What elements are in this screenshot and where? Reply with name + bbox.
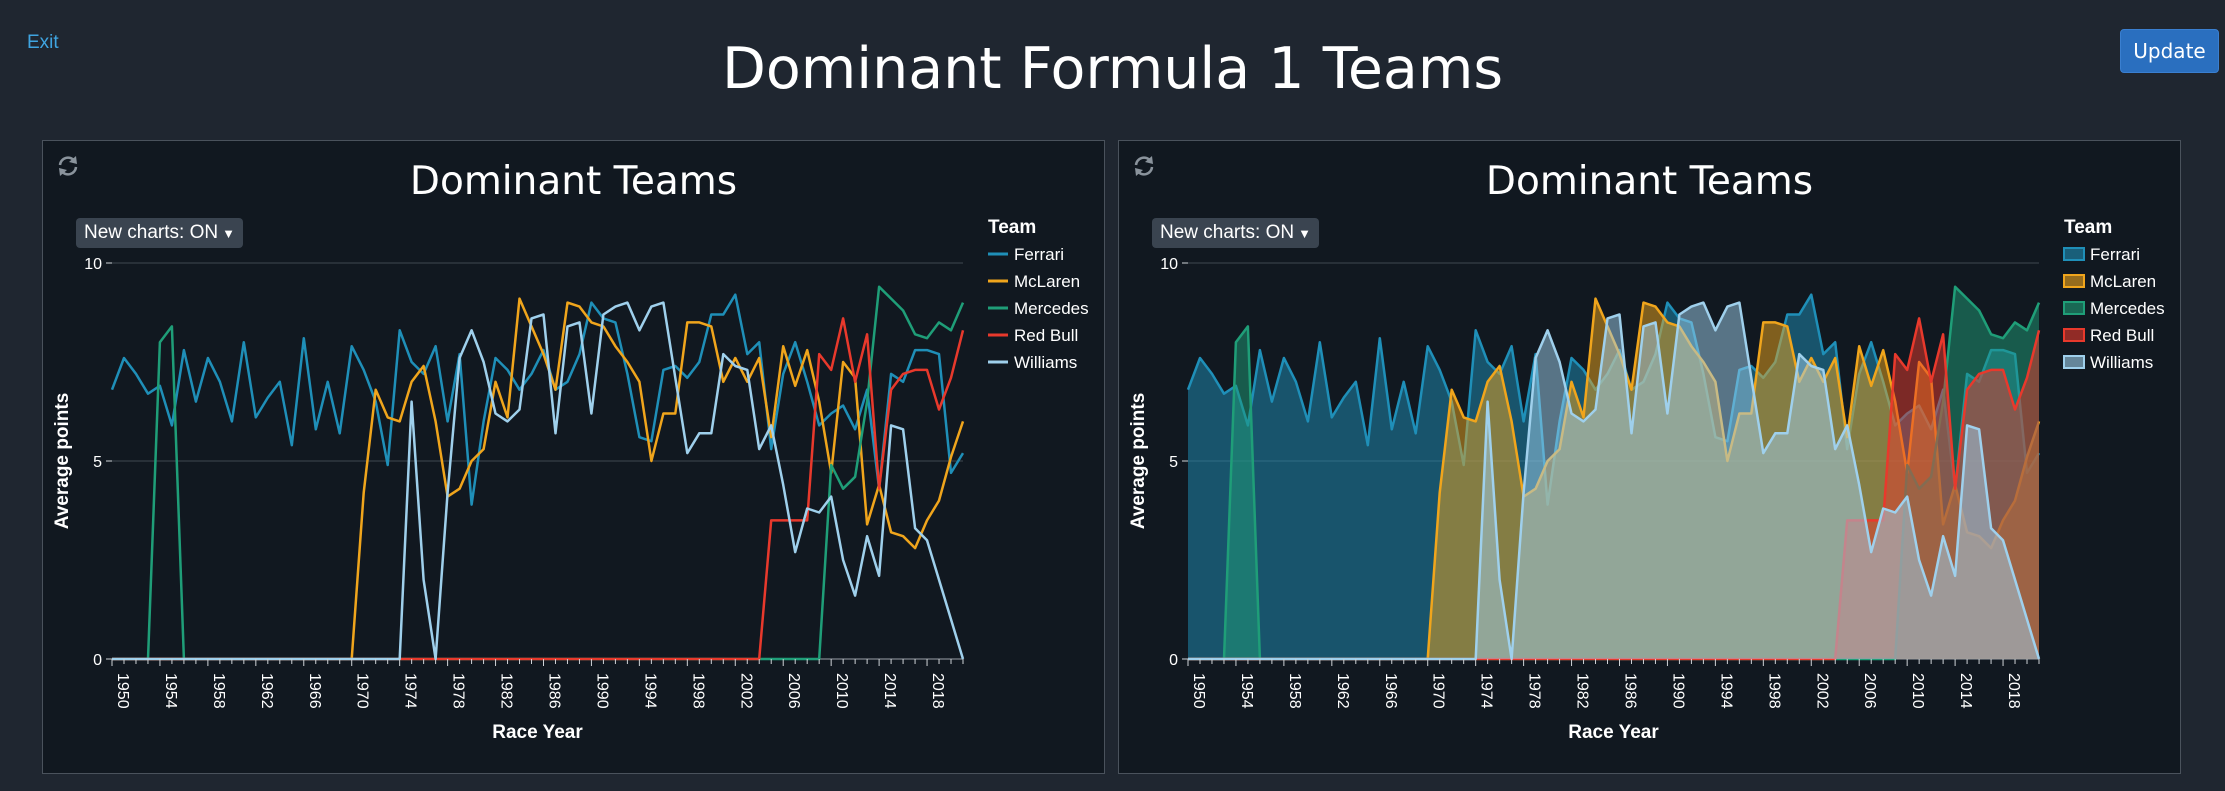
x-tick-label: 1986 [1621, 673, 1638, 709]
legend-swatch [2063, 247, 2085, 261]
line-chart: 0 5 10 1950 1954 1958 1962 1966 1970 1974 1978 1982… [52, 217, 1089, 743]
x-tick-label: 1994 [641, 673, 658, 709]
x-tick-label: 2018 [2005, 673, 2022, 709]
x-tick-label: 1994 [1717, 673, 1734, 709]
chevron-down-icon: ▼ [1298, 226, 1311, 241]
x-tick-label: 1986 [545, 673, 562, 709]
legend-title: Team [988, 217, 1036, 238]
y-axis-title: Average points [52, 393, 73, 530]
legend-title: Team [2064, 217, 2112, 238]
x-tick-label: 2014 [881, 673, 898, 709]
x-tick-label: 1962 [258, 673, 275, 709]
exit-link[interactable]: Exit [27, 32, 59, 53]
y-tick-label: 10 [1160, 256, 1178, 273]
x-tick-label: 2002 [1813, 673, 1830, 709]
legend-item[interactable]: Red Bull [1014, 326, 1078, 345]
legend-item[interactable]: Mercedes [2090, 299, 2165, 318]
x-tick-label: 1974 [402, 673, 419, 709]
legend-item[interactable]: McLaren [2090, 272, 2156, 291]
legend-swatch [2063, 355, 2085, 369]
legend-item[interactable]: Ferrari [2090, 245, 2140, 264]
x-tick-label: 2006 [785, 673, 802, 709]
chart-panel-area: Dominant Teams New charts: ON ▼ 0 5 10 1950 1… [1118, 140, 2181, 774]
update-button[interactable]: Update [2120, 29, 2219, 73]
chart-panel-line: Dominant Teams New charts: ON ▼ 0 5 10 1950 1… [42, 140, 1105, 774]
x-tick-label: 2018 [929, 673, 946, 709]
x-tick-label: 1970 [354, 673, 371, 709]
x-tick-label: 1966 [1382, 673, 1399, 709]
refresh-icon[interactable] [1131, 153, 1157, 179]
x-tick-label: 1998 [1765, 673, 1782, 709]
x-tick-label: 1966 [306, 673, 323, 709]
y-tick-label: 5 [93, 454, 102, 471]
y-tick-label: 0 [1169, 652, 1178, 669]
x-tick-label: 1958 [210, 673, 227, 709]
x-tick-label: 1958 [1286, 673, 1303, 709]
toggle-label: New charts: ON [84, 222, 219, 243]
x-tick-label: 1998 [689, 673, 706, 709]
x-tick-label: 1982 [498, 673, 515, 709]
x-tick-label: 1978 [1526, 673, 1543, 709]
x-tick-label: 1962 [1334, 673, 1351, 709]
x-tick-label: 2006 [1861, 673, 1878, 709]
legend-item[interactable]: Williams [1014, 353, 1077, 372]
x-tick-label: 1990 [1669, 673, 1686, 709]
panel-title: Dominant Teams [409, 159, 738, 204]
x-tick-label: 1974 [1478, 673, 1495, 709]
x-tick-label: 2010 [1909, 673, 1926, 709]
chevron-down-icon: ▼ [222, 226, 235, 241]
x-axis-title: Race Year [1568, 722, 1659, 743]
x-tick-label: 1978 [450, 673, 467, 709]
x-axis-title: Race Year [492, 722, 583, 743]
line-williams[interactable] [112, 301, 965, 661]
line-williams[interactable] [1188, 301, 2041, 661]
legend-item[interactable]: Mercedes [1014, 299, 1089, 318]
legend-swatch [2063, 301, 2085, 315]
new-charts-toggle[interactable]: New charts: ON ▼ [76, 218, 243, 248]
x-tick-label: 1982 [1574, 673, 1591, 709]
y-axis-title: Average points [1128, 393, 1149, 530]
x-tick-label: 1954 [162, 673, 179, 709]
x-tick-label: 1950 [1190, 673, 1207, 709]
x-tick-label: 2010 [833, 673, 850, 709]
x-tick-label: 1970 [1430, 673, 1447, 709]
y-tick-label: 0 [93, 652, 102, 669]
x-tick-label: 1950 [114, 673, 131, 709]
legend-swatch [2063, 328, 2085, 342]
legend-swatch [2063, 274, 2085, 288]
refresh-icon[interactable] [55, 153, 81, 179]
line-ferrari[interactable] [110, 293, 965, 506]
legend-item[interactable]: Red Bull [2090, 326, 2154, 345]
x-tick-label: 2014 [1957, 673, 1974, 709]
legend-item[interactable]: McLaren [1014, 272, 1080, 291]
x-tick-label: 1954 [1238, 673, 1255, 709]
area-chart: 0 5 10 1950 1954 1958 1962 1966 1970 1974 1978 1982… [1128, 217, 2165, 743]
page-title: Dominant Formula 1 Teams [721, 36, 1504, 102]
panel-title: Dominant Teams [1485, 159, 1814, 204]
x-tick-label: 2002 [737, 673, 754, 709]
y-tick-label: 10 [84, 256, 102, 273]
y-tick-label: 5 [1169, 454, 1178, 471]
x-tick-label: 1990 [593, 673, 610, 709]
toggle-label: New charts: ON [1160, 222, 1295, 243]
legend-item[interactable]: Ferrari [1014, 245, 1064, 264]
new-charts-toggle[interactable]: New charts: ON ▼ [1152, 218, 1319, 248]
legend-item[interactable]: Williams [2090, 353, 2153, 372]
